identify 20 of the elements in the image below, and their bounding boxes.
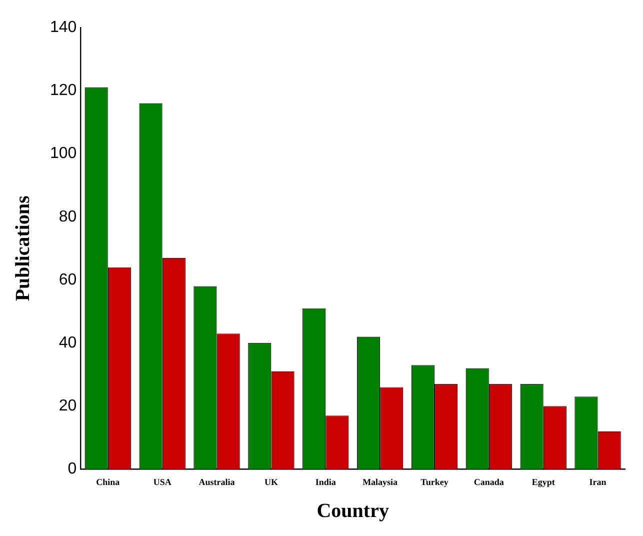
y-tick-label: 40 <box>58 334 77 352</box>
x-tick-label: Australia <box>198 476 236 487</box>
x-tick-label: USA <box>153 476 172 487</box>
x-tick-label: Iran <box>589 476 606 487</box>
x-tick-label: China <box>96 476 120 487</box>
y-tick-label: 140 <box>50 19 77 36</box>
x-axis-title: Country <box>316 500 389 522</box>
x-tick-label: Malaysia <box>362 476 398 487</box>
y-tick-label: 80 <box>58 208 77 226</box>
x-tick-label: India <box>315 476 336 487</box>
y-tick-label: 120 <box>50 82 77 100</box>
y-tick-label: 60 <box>58 271 77 288</box>
x-tick-label: Egypt <box>532 476 555 487</box>
x-tick-label: UK <box>264 476 278 487</box>
x-tick-label: Turkey <box>420 476 449 487</box>
y-tick-label: 0 <box>68 460 77 478</box>
y-axis-title: Publications <box>12 195 34 302</box>
x-tick-label: Canada <box>474 476 504 487</box>
y-tick-label: 20 <box>58 398 77 415</box>
y-tick-label: 100 <box>50 145 77 162</box>
